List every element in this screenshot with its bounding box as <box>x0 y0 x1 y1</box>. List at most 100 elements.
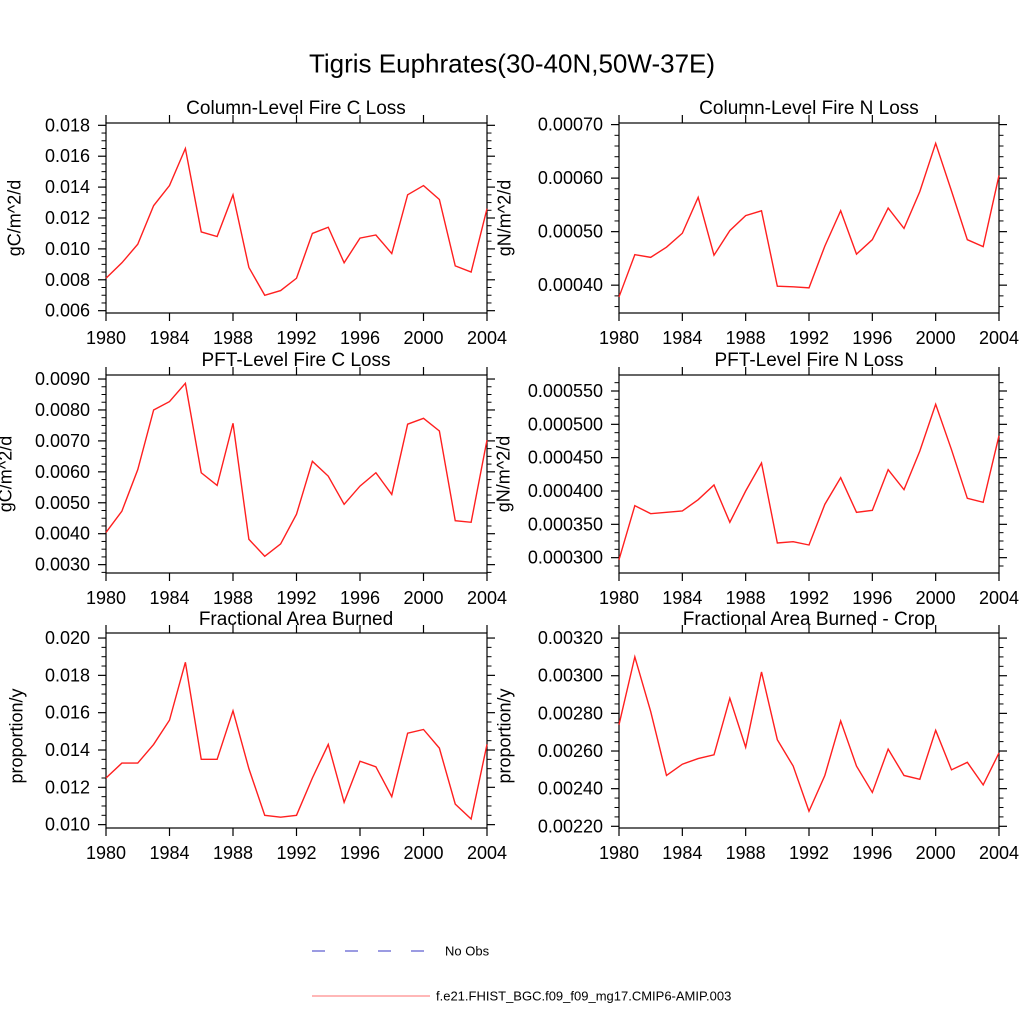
x-tick-label: 1980 <box>599 843 639 863</box>
y-tick-label: 0.0090 <box>35 369 90 389</box>
x-tick-label: 2004 <box>467 588 507 608</box>
y-tick-label: 0.012 <box>45 208 90 228</box>
y-tick-label: 0.012 <box>45 777 90 797</box>
x-tick-label: 1992 <box>789 328 829 348</box>
x-tick-label: 2004 <box>979 328 1019 348</box>
y-tick-label: 0.006 <box>45 301 90 321</box>
x-tick-label: 2004 <box>979 843 1019 863</box>
x-tick-label: 1992 <box>276 843 316 863</box>
data-series-line <box>618 141 1000 298</box>
y-tick-label: 0.000350 <box>528 514 603 534</box>
y-tick-label: 0.00070 <box>538 115 603 135</box>
y-tick-label: 0.00300 <box>538 666 603 686</box>
x-tick-label: 1980 <box>599 328 639 348</box>
y-tick-label: 0.00060 <box>538 168 603 188</box>
y-tick-label: 0.010 <box>45 815 90 835</box>
x-tick-label: 1984 <box>149 843 189 863</box>
y-tick-label: 0.000500 <box>528 414 603 434</box>
y-tick-label: 0.000550 <box>528 381 603 401</box>
y-tick-label: 0.016 <box>45 146 90 166</box>
x-tick-label: 1980 <box>86 588 126 608</box>
y-axis-label-column-fire-n: gN/m^2/d <box>494 179 515 257</box>
legend-label-model-run: f.e21.FHIST_BGC.f09_f09_mg17.CMIP6-AMIP.… <box>436 988 732 1004</box>
x-tick-label: 1988 <box>726 588 766 608</box>
x-tick-label: 1984 <box>149 328 189 348</box>
plot-title-pft-level-fire-n-loss: PFT-Level Fire N Loss <box>714 350 904 371</box>
y-tick-label: 0.008 <box>45 270 90 290</box>
x-tick-label: 2004 <box>467 843 507 863</box>
y-tick-label: 0.00050 <box>538 222 603 242</box>
x-tick-label: 1996 <box>852 843 892 863</box>
data-series-line <box>105 381 488 558</box>
y-axis-label-frac-area-crop: proportion/y <box>494 688 515 784</box>
y-tick-label: 0.0030 <box>35 555 90 575</box>
y-tick-label: 0.000450 <box>528 448 603 468</box>
x-tick-label: 1988 <box>726 843 766 863</box>
y-axis-label-pft-fire-c: gC/m^2/d <box>0 435 16 513</box>
y-tick-label: 0.0080 <box>35 400 90 420</box>
data-series-line <box>618 654 1000 814</box>
y-tick-label: 0.00320 <box>538 628 603 648</box>
x-tick-label: 1996 <box>852 328 892 348</box>
x-tick-label: 1988 <box>213 328 253 348</box>
x-tick-label: 1992 <box>276 328 316 348</box>
y-tick-label: 0.0050 <box>35 493 90 513</box>
x-tick-label: 2000 <box>403 588 443 608</box>
x-tick-label: 1996 <box>340 588 380 608</box>
y-tick-label: 0.010 <box>45 239 90 259</box>
y-tick-label: 0.00260 <box>538 741 603 761</box>
x-tick-label: 1996 <box>852 588 892 608</box>
x-tick-label: 1984 <box>149 588 189 608</box>
y-tick-label: 0.0070 <box>35 431 90 451</box>
plot-title-fractional-area-burned: Fractional Area Burned <box>198 609 394 630</box>
y-axis-label-column-fire-c: gC/m^2/d <box>4 179 25 257</box>
x-tick-label: 2000 <box>916 588 956 608</box>
y-tick-label: 0.020 <box>45 628 90 648</box>
figure-title: Tigris Euphrates(30-40N,50W-37E) <box>308 48 716 79</box>
x-tick-label: 1988 <box>213 843 253 863</box>
plot-frame <box>618 122 1000 314</box>
x-tick-label: 1980 <box>86 328 126 348</box>
legend-label-no-obs: No Obs <box>445 943 490 959</box>
y-tick-label: 0.00040 <box>538 275 603 295</box>
data-series-line <box>105 662 488 821</box>
y-tick-label: 0.018 <box>45 665 90 685</box>
y-tick-label: 0.016 <box>45 703 90 723</box>
plot-frame <box>105 122 488 314</box>
x-tick-label: 1996 <box>340 328 380 348</box>
x-tick-label: 1992 <box>789 588 829 608</box>
x-tick-label: 2000 <box>403 843 443 863</box>
x-tick-label: 2004 <box>467 328 507 348</box>
x-tick-label: 2000 <box>916 843 956 863</box>
x-tick-label: 2000 <box>403 328 443 348</box>
y-tick-label: 0.0060 <box>35 462 90 482</box>
data-series-line <box>618 402 1000 560</box>
y-tick-label: 0.00240 <box>538 779 603 799</box>
y-tick-label: 0.0040 <box>35 524 90 544</box>
x-tick-label: 1980 <box>86 843 126 863</box>
plot-title-pft-level-fire-c-loss: PFT-Level Fire C Loss <box>201 350 391 371</box>
y-axis-label-frac-area: proportion/y <box>6 688 27 784</box>
x-tick-label: 2004 <box>979 588 1019 608</box>
y-tick-label: 0.014 <box>45 740 90 760</box>
plot-frame <box>618 632 1000 829</box>
y-tick-label: 0.00280 <box>538 703 603 723</box>
plot-title-fractional-area-burned-crop: Fractional Area Burned - Crop <box>682 609 936 630</box>
x-tick-label: 1988 <box>213 588 253 608</box>
x-tick-label: 1984 <box>662 843 702 863</box>
x-tick-label: 2000 <box>916 328 956 348</box>
x-tick-label: 1988 <box>726 328 766 348</box>
y-tick-label: 0.00220 <box>538 816 603 836</box>
plot-title-column-level-fire-c-loss: Column-Level Fire C Loss <box>186 98 406 119</box>
x-tick-label: 1980 <box>599 588 639 608</box>
x-tick-label: 1996 <box>340 843 380 863</box>
y-axis-label-pft-fire-n: gN/m^2/d <box>493 435 514 513</box>
x-tick-label: 1984 <box>662 328 702 348</box>
data-series-line <box>105 146 488 297</box>
y-tick-label: 0.018 <box>45 115 90 135</box>
x-tick-label: 1992 <box>276 588 316 608</box>
x-tick-label: 1992 <box>789 843 829 863</box>
y-tick-label: 0.000300 <box>528 548 603 568</box>
